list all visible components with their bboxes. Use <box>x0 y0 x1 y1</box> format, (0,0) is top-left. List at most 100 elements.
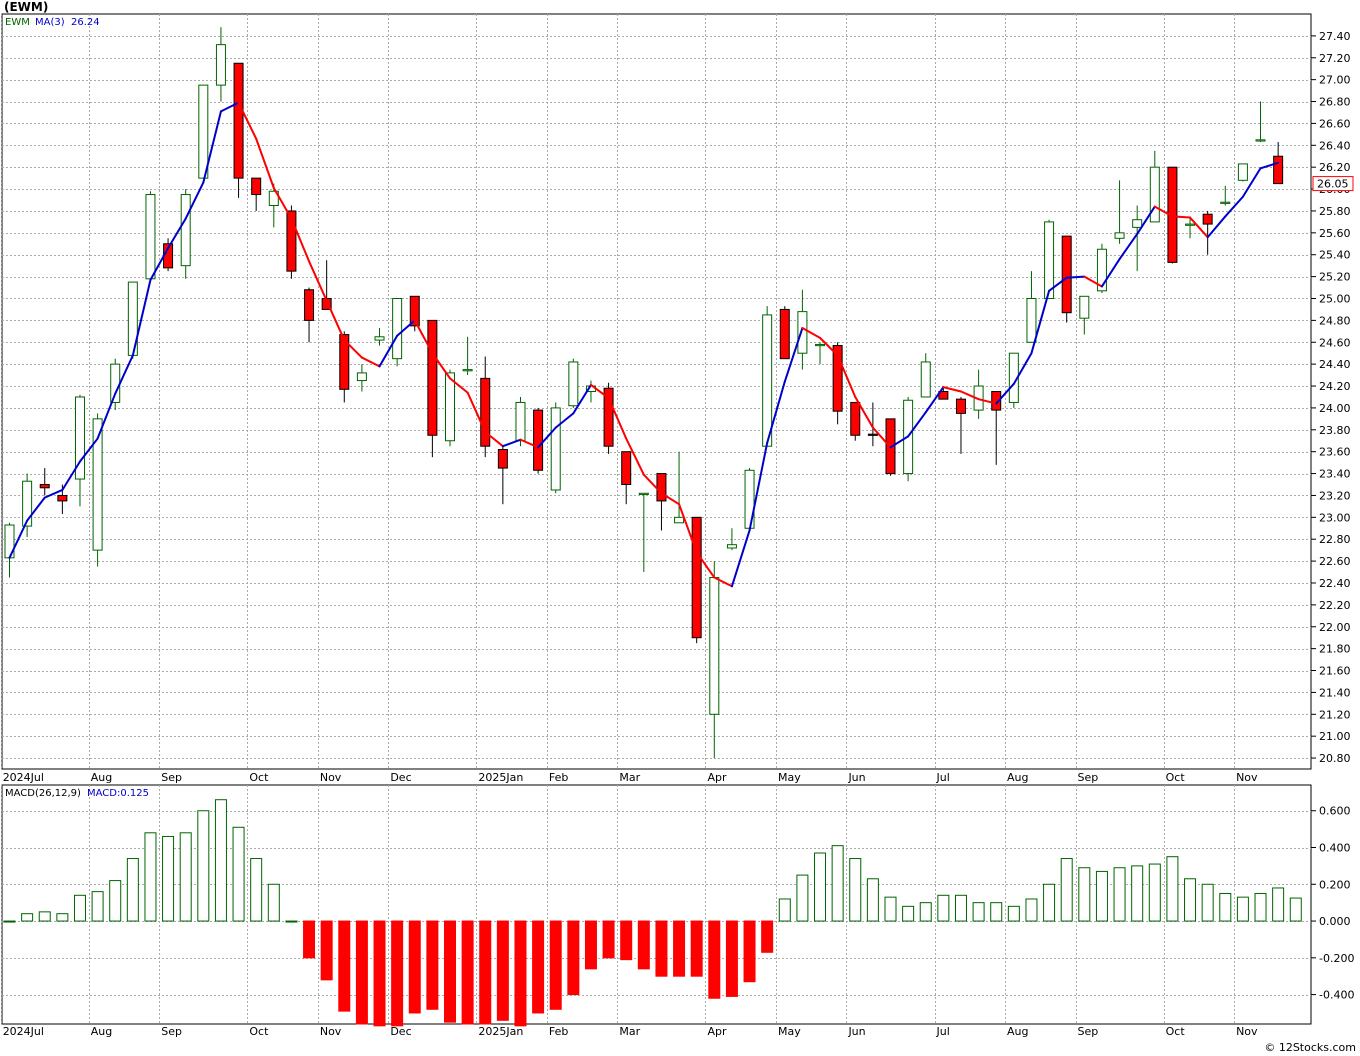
candle <box>374 328 385 346</box>
macd-bar-positive <box>937 894 950 922</box>
candle-body-up <box>1044 221 1055 299</box>
candle <box>145 191 156 283</box>
macd-bar-positive <box>796 874 809 922</box>
ma3-line-segment <box>1153 205 1174 218</box>
ma3-line-segment <box>589 383 610 400</box>
candle-body-down <box>480 377 491 447</box>
price-y-tick-label: 22.80 <box>1319 533 1351 546</box>
candle <box>1079 295 1090 335</box>
macd-bar-positive <box>56 913 69 922</box>
macd-bar-positive <box>1219 892 1232 922</box>
candle-body-up <box>762 314 773 447</box>
candle-body-down <box>533 409 544 471</box>
price-y-tick-label: 22.20 <box>1319 599 1351 612</box>
candle-body-up <box>110 363 121 403</box>
candle <box>515 396 526 447</box>
candle-body-down <box>691 516 702 639</box>
macd-x-tick-label: Nov <box>1236 1025 1258 1038</box>
candle <box>726 528 737 551</box>
ma3-line-segment <box>607 397 628 440</box>
candle-body-down <box>57 494 68 502</box>
macd-y-tick-label: 0.200 <box>1319 878 1351 891</box>
ma3-line-segment <box>924 386 945 414</box>
macd-x-tick-label: 2024Jul <box>3 1025 44 1038</box>
ma3-line-segment <box>572 383 592 415</box>
macd-x-tick-label: Aug <box>91 1025 112 1038</box>
candle <box>1132 205 1143 272</box>
macd-bar-negative <box>743 920 756 983</box>
macd-bar-positive <box>902 905 915 922</box>
candle <box>215 27 226 102</box>
candle-body-down <box>497 448 508 469</box>
macd-x-tick-label: Aug <box>1007 1025 1028 1038</box>
candle <box>427 319 438 458</box>
price-y-tick-label: 26.60 <box>1319 117 1351 130</box>
macd-bar-positive <box>849 858 862 922</box>
macd-y-tick-label: -0.400 <box>1319 989 1354 1002</box>
macd-bar-positive <box>179 832 192 922</box>
candle <box>955 396 966 454</box>
candle-body-up <box>726 544 737 549</box>
last-price-box <box>1312 176 1354 192</box>
candle-body-up <box>920 361 931 398</box>
candle <box>674 451 685 524</box>
macd-bar-positive <box>1095 870 1108 922</box>
ma3-line-segment <box>1083 275 1103 288</box>
ma3-line-segment <box>26 496 46 522</box>
price-y-tick-label: 20.80 <box>1319 752 1351 765</box>
price-y-tick-label: 27.40 <box>1319 30 1351 43</box>
macd-bar-negative <box>708 920 721 999</box>
price-y-tick-label: 23.60 <box>1319 446 1351 459</box>
candle <box>1061 235 1072 323</box>
candle-body-down <box>1202 213 1213 225</box>
macd-bar-negative <box>320 920 333 981</box>
candle-body-down <box>832 345 843 412</box>
candle <box>233 62 244 198</box>
macd-bar-positive <box>285 920 298 923</box>
ma3-line-segment <box>149 247 170 281</box>
ma3-line-segment <box>889 435 910 449</box>
price-x-tick-label: Oct <box>1166 771 1186 784</box>
macd-bar-positive <box>884 896 897 922</box>
ma3-line-segment <box>501 438 522 448</box>
candle-body-up <box>268 190 279 206</box>
price-y-tick-label: 24.60 <box>1319 336 1351 349</box>
macd-bar-positive <box>1113 867 1126 922</box>
ma3-line-segment <box>219 101 240 113</box>
candle <box>691 516 702 644</box>
price-y-tick-label: 21.40 <box>1319 686 1351 699</box>
macd-bar-positive <box>1272 887 1285 922</box>
price-x-tick-label: Jul <box>936 771 950 784</box>
candle <box>339 331 350 403</box>
price-y-tick-label: 25.60 <box>1319 227 1351 240</box>
macd-bar-negative <box>602 920 615 959</box>
price-x-tick-label: 2025Jan <box>478 771 523 784</box>
candle <box>621 451 632 505</box>
ma3-line-segment <box>1136 205 1156 235</box>
candle <box>638 492 649 573</box>
macd-bar-positive <box>250 858 263 922</box>
ma3-line-segment <box>449 377 469 394</box>
ma3-line-segment <box>959 390 980 401</box>
macd-x-tick-label: Sep <box>1078 1025 1099 1038</box>
ma3-line-segment <box>431 352 451 380</box>
ma3-line-segment <box>131 278 152 357</box>
candle-body-up <box>1079 295 1090 319</box>
ma3-line-segment <box>519 438 540 449</box>
macd-bar-negative <box>637 920 650 970</box>
macd-bar-positive <box>1148 863 1161 922</box>
macd-bar-positive <box>831 845 844 922</box>
candle-body-up <box>674 516 685 524</box>
price-y-tick-label: 23.00 <box>1319 511 1351 524</box>
macd-bar-negative <box>673 920 686 977</box>
candle-body-down <box>39 484 50 489</box>
macd-y-tick-label: -0.200 <box>1319 952 1354 965</box>
macd-bar-negative <box>408 920 421 1014</box>
macd-bar-positive <box>73 894 86 922</box>
candle <box>1149 150 1160 223</box>
macd-bar-positive <box>1025 898 1038 922</box>
candle <box>1185 216 1196 239</box>
ma3-line-segment <box>237 101 258 140</box>
macd-bar-negative <box>620 920 633 961</box>
price-y-tick-label: 27.20 <box>1319 52 1351 65</box>
